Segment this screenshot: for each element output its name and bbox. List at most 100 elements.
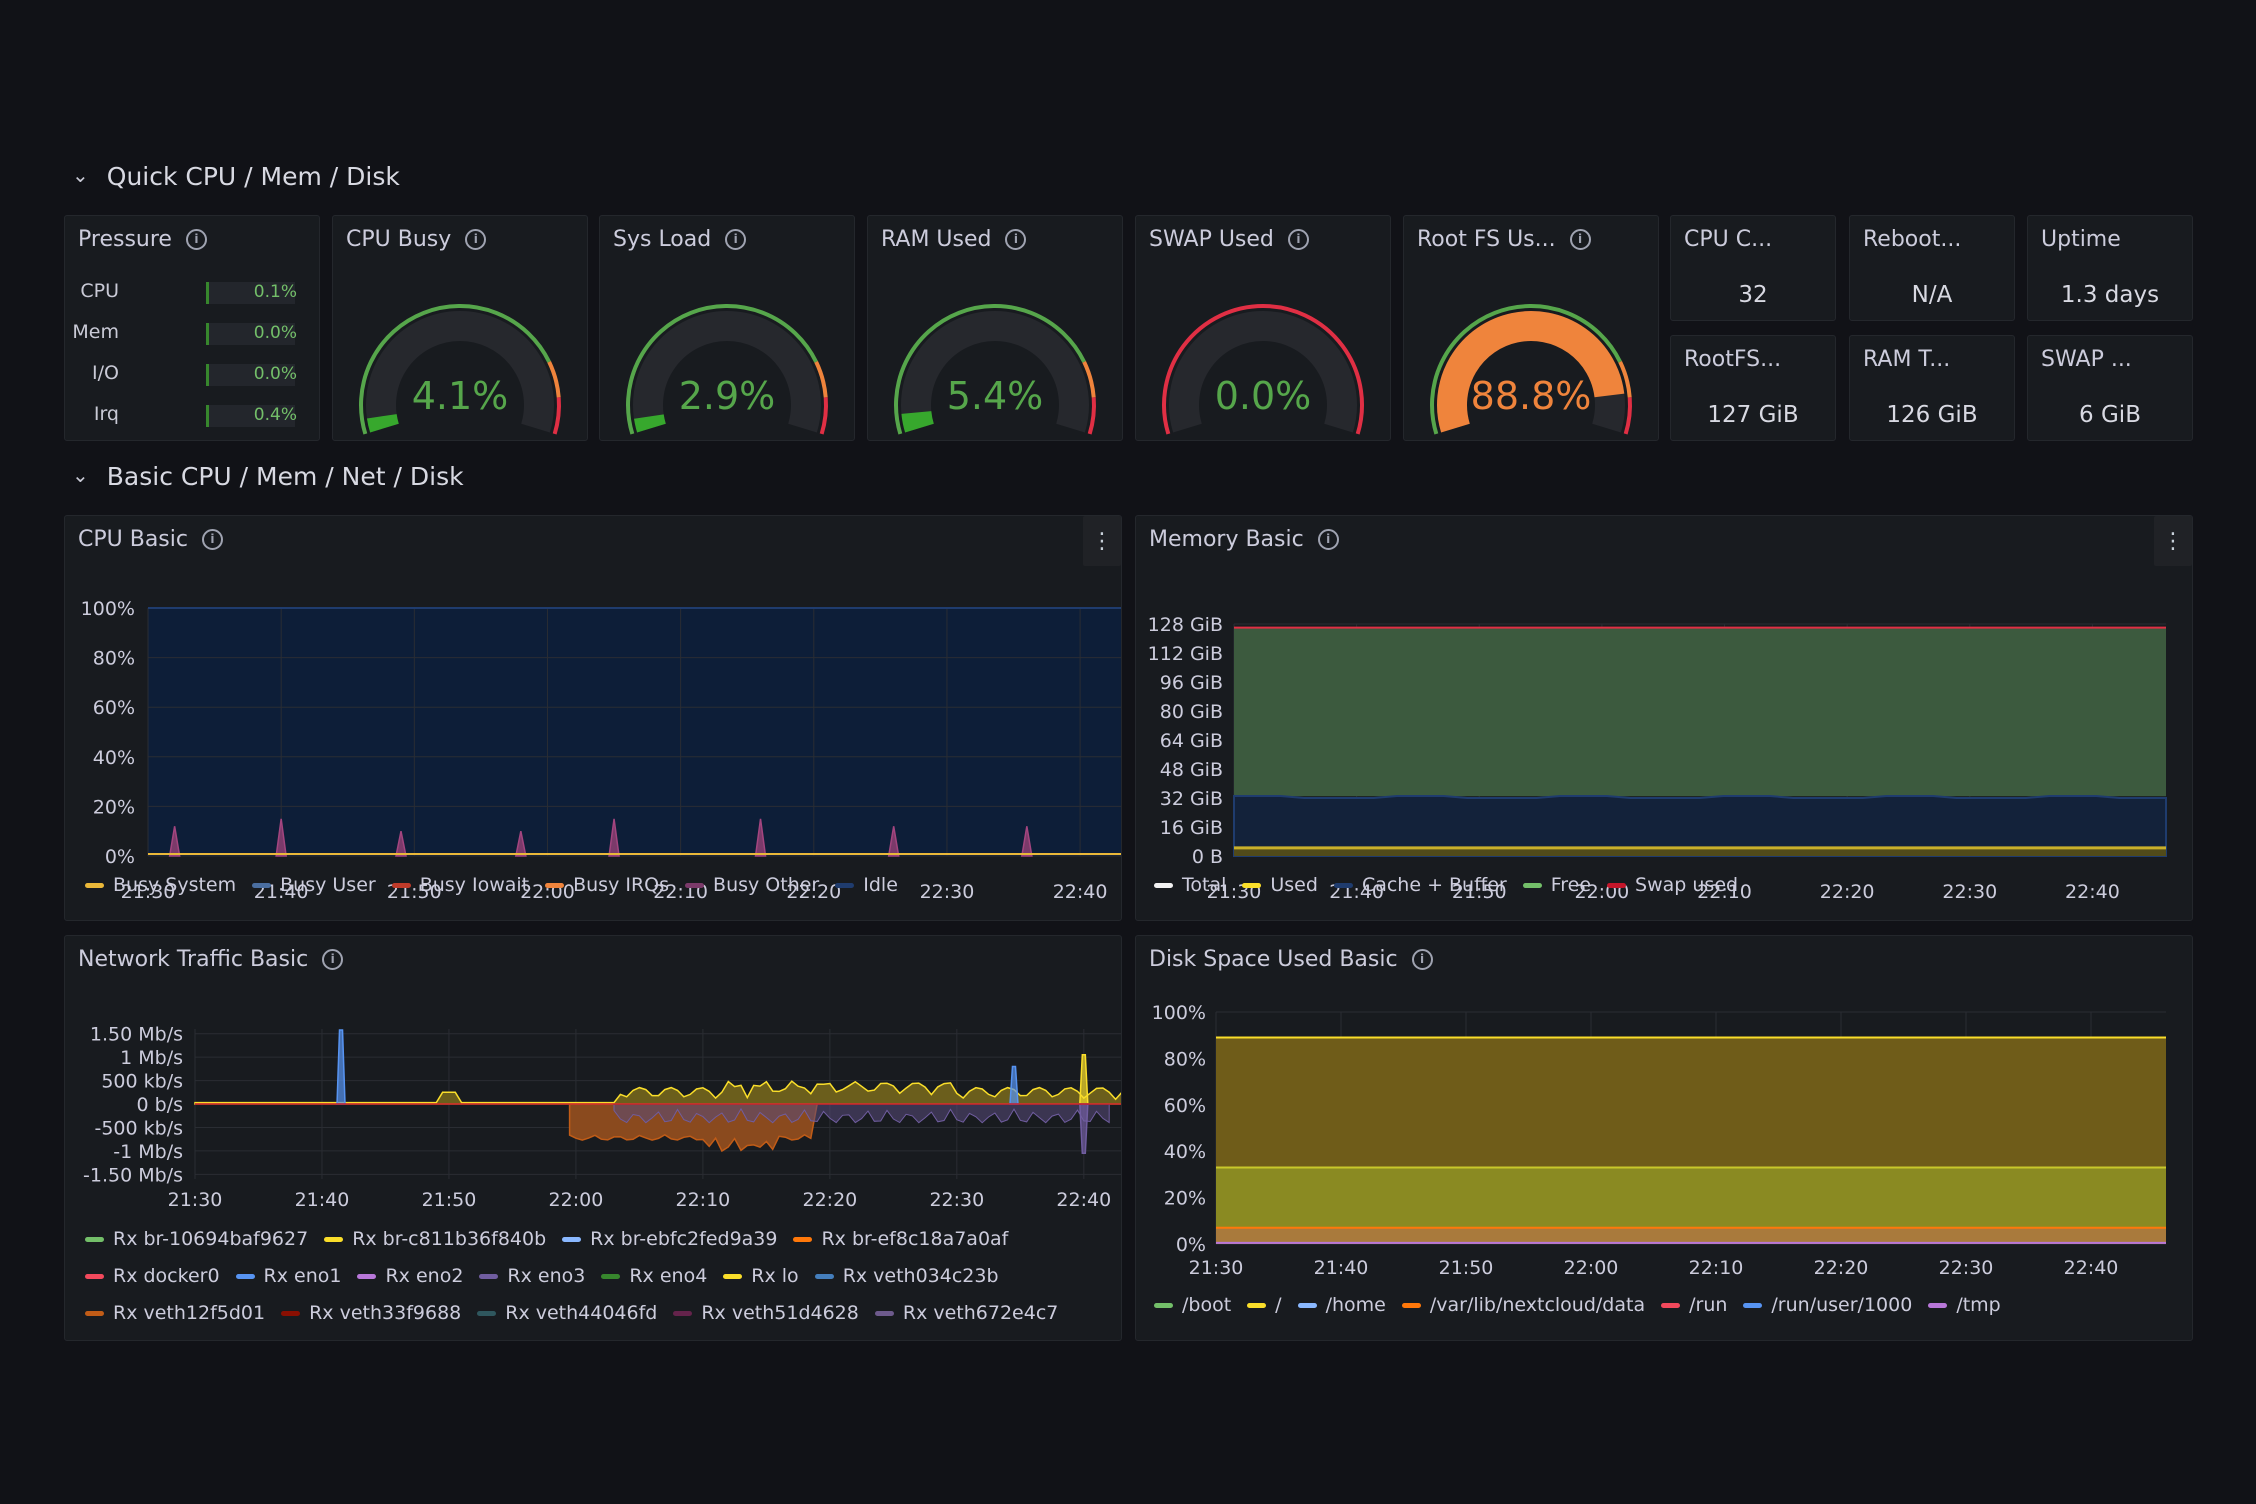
x-tick-label: 22:20 [1814, 1257, 1869, 1279]
busy-other-spike [754, 818, 767, 857]
pressure-panel[interactable]: Pressure i CPU 0.1% Mem 0.0% I/O 0.0% Ir… [64, 215, 320, 441]
chart-legend: Total Used Cache + Buffer Free Swap used [1154, 874, 2174, 896]
gauge-panel-swap-used[interactable]: SWAP Used i 0.0% [1135, 215, 1391, 441]
legend-item[interactable]: Rx br-ef8c18a7a0af [793, 1228, 1008, 1250]
gauge-value: 2.9% [678, 374, 776, 418]
legend-item[interactable]: /tmp [1928, 1294, 2001, 1316]
info-icon[interactable]: i [322, 949, 344, 970]
x-tick-label: 22:10 [1697, 881, 1752, 903]
free-area [1234, 627, 2166, 797]
legend-item[interactable]: Used [1242, 874, 1318, 896]
gauge-fill [901, 410, 934, 433]
legend-item[interactable]: Total [1154, 874, 1226, 896]
legend-label: /tmp [1956, 1294, 2001, 1316]
pressure-bar [206, 364, 295, 386]
network-basic-panel[interactable]: Network Traffic Basic i -1.50 Mb/s -1 Mb/… [64, 935, 1122, 1341]
gauge-panel-ram-used[interactable]: RAM Used i 5.4% [867, 215, 1123, 441]
gauge-threshold-ring [819, 397, 828, 435]
legend-item[interactable]: Rx eno4 [601, 1265, 707, 1287]
legend-item[interactable]: Rx veth034c23b [814, 1265, 999, 1287]
legend-item[interactable]: /run [1661, 1294, 1727, 1316]
info-icon[interactable]: i [725, 229, 747, 250]
pressure-bar [206, 282, 295, 304]
stat-value: 126 GiB [1886, 402, 1978, 428]
legend-item[interactable]: Free [1522, 874, 1591, 896]
info-icon[interactable]: i [1005, 229, 1027, 250]
stat-panel-rootfs-total[interactable]: RootFS... 127 GiB [1670, 335, 1836, 441]
stat-value: N/A [1911, 282, 1953, 308]
legend-item[interactable]: Rx br-c811b36f840b [324, 1228, 546, 1250]
row-header-quick[interactable]: ⌄ Quick CPU / Mem / Disk [72, 162, 400, 191]
info-icon[interactable]: i [185, 229, 207, 250]
x-tick-label: 21:30 [168, 1189, 223, 1211]
legend-item[interactable]: Swap used [1607, 874, 1738, 896]
legend-item[interactable]: Rx eno3 [479, 1265, 585, 1287]
legend-item[interactable]: / [1247, 1294, 1282, 1316]
legend-item[interactable]: Busy Iowait [391, 874, 529, 896]
panel-menu-button[interactable]: ⋮ [1083, 516, 1121, 566]
panel-menu-button[interactable]: ⋮ [2154, 516, 2192, 566]
legend-item[interactable]: Rx veth672e4c7 [874, 1302, 1058, 1324]
legend-item[interactable]: Rx br-10694baf9627 [85, 1228, 308, 1250]
legend-label: Rx veth44046fd [505, 1302, 658, 1324]
legend-label: /home [1325, 1294, 1386, 1316]
info-icon[interactable]: i [1411, 949, 1433, 970]
gauge-panel-root-fs[interactable]: Root FS Us... i 88.8% [1403, 215, 1659, 441]
gauge-panel-sys-load[interactable]: Sys Load i 2.9% [599, 215, 855, 441]
legend-item[interactable]: Idle [835, 874, 898, 896]
legend-item[interactable]: /home [1297, 1294, 1386, 1316]
stat-panel-uptime[interactable]: Uptime 1.3 days [2027, 215, 2193, 321]
x-tick-label: 22:00 [1564, 1257, 1619, 1279]
gauge-threshold-ring [552, 397, 561, 435]
legend-item[interactable]: Rx veth12f5d01 [85, 1302, 265, 1324]
busy-other-spike [887, 826, 900, 857]
y-tick-label: 112 GiB [1148, 643, 1223, 665]
legend-item[interactable]: Rx eno1 [235, 1265, 341, 1287]
row-header-basic[interactable]: ⌄ Basic CPU / Mem / Net / Disk [72, 462, 464, 491]
legend-item[interactable]: Rx veth51d4628 [673, 1302, 859, 1324]
gauge [359, 304, 561, 435]
cpu-basic-chart[interactable]: 0%20%40%60%80%100%21:30 21:40 21:50 22:00 22… [65, 566, 1121, 906]
legend-item[interactable]: Busy User [252, 874, 376, 896]
stat-panel-ram-total[interactable]: RAM T... 126 GiB [1849, 335, 2015, 441]
disk-basic-panel[interactable]: Disk Space Used Basic i 0% 20% 40% 60% 80% 10… [1135, 935, 2193, 1341]
legend-item[interactable]: /boot [1154, 1294, 1231, 1316]
legend-swatch [391, 882, 411, 888]
legend-item[interactable]: Rx eno2 [357, 1265, 463, 1287]
info-icon[interactable]: i [465, 229, 487, 250]
legend-swatch [357, 1273, 377, 1279]
legend-label: Rx br-ebfc2fed9a39 [590, 1228, 778, 1250]
legend-item[interactable]: Rx lo [723, 1265, 799, 1287]
legend-item[interactable]: Busy IRQs [545, 874, 669, 896]
memory-basic-chart[interactable]: 0 B 16 GiB 32 GiB 48 GiB 64 GiB 80 GiB 96 GiB 1… [1136, 566, 2192, 906]
legend-item[interactable]: /run/user/1000 [1743, 1294, 1912, 1316]
info-icon[interactable]: i [1317, 529, 1339, 550]
legend-item[interactable]: Cache + Buffer [1333, 874, 1507, 896]
legend-item[interactable]: Rx br-ebfc2fed9a39 [562, 1228, 777, 1250]
legend-label: Rx br-10694baf9627 [113, 1228, 309, 1250]
stat-panel-cpu-cores[interactable]: CPU C... 32 [1670, 215, 1836, 321]
legend-item[interactable]: Busy System [85, 874, 236, 896]
legend-item[interactable]: /var/lib/nextcloud/data [1401, 1294, 1645, 1316]
legend-swatch [793, 1236, 813, 1242]
gauge [1430, 304, 1632, 435]
stat-panel-reboot[interactable]: Reboot... N/A [1849, 215, 2015, 321]
info-icon[interactable]: i [1569, 229, 1591, 250]
legend-item[interactable]: Busy Other [685, 874, 819, 896]
disk-basic-chart[interactable]: 0% 20% 40% 60% 80% 100% 21:30 21:40 21:50 22:00 22… [1136, 986, 2192, 1286]
pressure-label: CPU [80, 280, 119, 302]
idle-area [148, 608, 1121, 856]
legend-item[interactable]: Rx veth44046fd [477, 1302, 657, 1324]
cpu-basic-panel[interactable]: CPU Basic i ⋮ 0% 20% 40% 60% 80% 100% 21:30 21:… [64, 515, 1122, 921]
info-icon[interactable]: i [1287, 229, 1309, 250]
memory-basic-panel[interactable]: Memory Basic i ⋮ 0 B 16 GiB 32 GiB 48 GiB 64… [1135, 515, 2193, 921]
legend-item[interactable]: Rx veth33f9688 [281, 1302, 461, 1324]
legend-label: Swap used [1635, 874, 1739, 896]
panel-title: RootFS... [1684, 347, 1782, 372]
stat-panel-swap-total[interactable]: SWAP ... 6 GiB [2027, 335, 2193, 441]
legend-item[interactable]: Rx docker0 [85, 1265, 220, 1287]
info-icon[interactable]: i [201, 529, 223, 550]
gauge-panel-cpu-busy[interactable]: CPU Busy i 4.1% [332, 215, 588, 441]
row-title: Quick CPU / Mem / Disk [106, 162, 400, 191]
